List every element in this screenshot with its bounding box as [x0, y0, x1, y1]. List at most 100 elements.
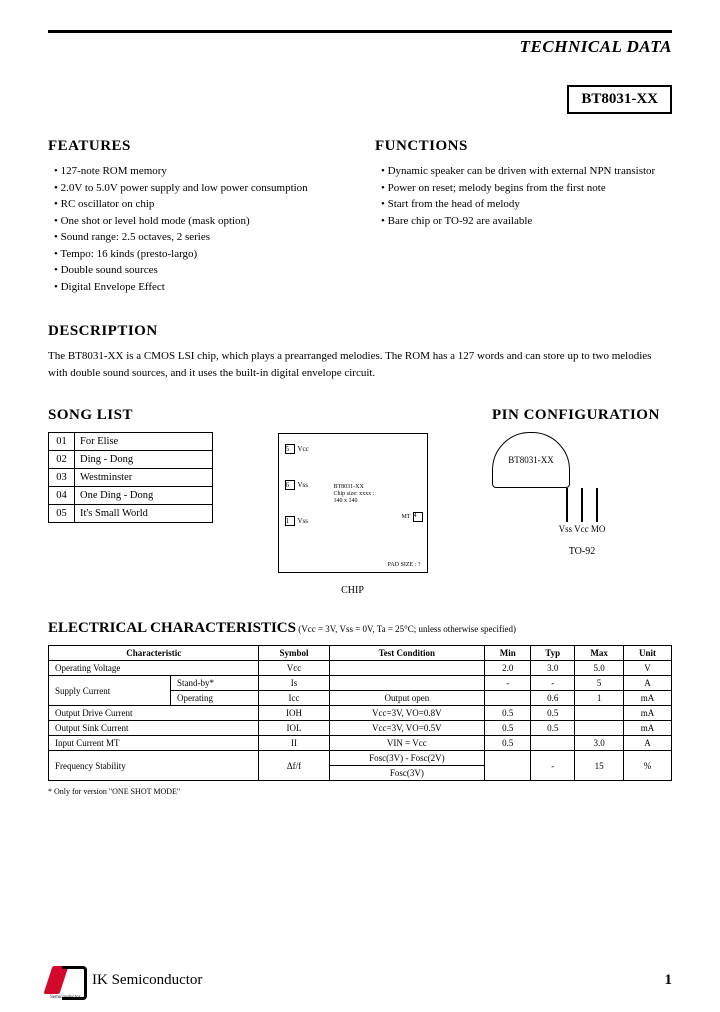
- ec-cell: 0.5: [485, 736, 531, 751]
- chip-diagram-column: 5Vcc 6Vss 1Vss BT8031-XX Chip size: xxxx…: [231, 407, 474, 596]
- table-row: Supply CurrentStand-by*Is--5A: [49, 676, 672, 691]
- description-text: The BT8031-XX is a CMOS LSI chip, which …: [48, 348, 672, 381]
- ec-header: Typ: [531, 646, 575, 661]
- logo-mark-icon: Semiconductor: [48, 966, 86, 994]
- song-num: 03: [49, 469, 75, 487]
- song-name: One Ding - Dong: [75, 487, 213, 505]
- ec-cell: Is: [259, 676, 329, 691]
- ec-title-text: ELECTRICAL CHARACTERISTICS: [48, 620, 296, 636]
- to92-part-label: BT8031-XX: [493, 455, 569, 465]
- feature-item: 2.0V to 5.0V power supply and low power …: [54, 180, 345, 197]
- ec-cell: 0.5: [531, 721, 575, 736]
- ec-cell: Fosc(3V) - Fosc(2V): [329, 751, 485, 766]
- to92-diagram: BT8031-XX Vss Vcc MO: [492, 432, 672, 534]
- chip-size-label: Chip size: xxxx :: [334, 491, 375, 498]
- ec-cell: VIN = Vcc: [329, 736, 485, 751]
- page-number: 1: [665, 972, 673, 989]
- ec-cell: [575, 721, 624, 736]
- chip-pad-icon: 4: [413, 512, 423, 522]
- ec-cell: Stand-by*: [171, 676, 259, 691]
- song-num: 04: [49, 487, 75, 505]
- ec-cell: mA: [623, 691, 671, 706]
- mid-row: SONG LIST 01For Elise 02Ding - Dong 03We…: [48, 407, 672, 596]
- ec-cell: [575, 706, 624, 721]
- table-row: 02Ding - Dong: [49, 451, 213, 469]
- function-item: Power on reset; melody begins from the f…: [381, 180, 672, 197]
- feature-item: Digital Envelope Effect: [54, 279, 345, 296]
- header-rule: [48, 30, 672, 33]
- ec-header: Unit: [623, 646, 671, 661]
- logo-sub: Semiconductor: [50, 995, 80, 1000]
- features-list: 127-note ROM memory 2.0V to 5.0V power s…: [48, 163, 345, 295]
- pin-config-column: PIN CONFIGURATION BT8031-XX Vss Vcc MO T…: [492, 407, 672, 557]
- to92-body: BT8031-XX: [492, 432, 570, 488]
- function-item: Dynamic speaker can be driven with exter…: [381, 163, 672, 180]
- ec-cell: Input Current MT: [49, 736, 259, 751]
- song-name: Westminster: [75, 469, 213, 487]
- ec-cell: 5: [575, 676, 624, 691]
- table-row: 04One Ding - Dong: [49, 487, 213, 505]
- ec-table: Characteristic Symbol Test Condition Min…: [48, 645, 672, 781]
- feature-item: Double sound sources: [54, 262, 345, 279]
- ec-cell: %: [623, 751, 671, 781]
- chip-diagram: 5Vcc 6Vss 1Vss BT8031-XX Chip size: xxxx…: [278, 433, 428, 573]
- to92-pins: [492, 488, 672, 522]
- feature-item: 127-note ROM memory: [54, 163, 345, 180]
- ec-cell: 1: [575, 691, 624, 706]
- function-item: Bare chip or TO-92 are available: [381, 213, 672, 230]
- feature-item: One shot or level hold mode (mask option…: [54, 213, 345, 230]
- ec-cell: Output Sink Current: [49, 721, 259, 736]
- ec-cell: Vcc: [259, 661, 329, 676]
- song-num: 01: [49, 433, 75, 451]
- table-row: Output Sink CurrentIOLVcc=3V, VO=0.5V0.5…: [49, 721, 672, 736]
- ec-cell: II: [259, 736, 329, 751]
- ec-cell: 0.5: [485, 721, 531, 736]
- pin-config-title: PIN CONFIGURATION: [492, 407, 672, 424]
- table-row: 05It's Small World: [49, 505, 213, 523]
- ec-cell: 3.0: [531, 661, 575, 676]
- ec-subtitle: (Vcc = 3V, Vss = 0V, Ta = 25°C; unless o…: [296, 624, 516, 634]
- ec-cell: IOL: [259, 721, 329, 736]
- ec-footnote: * Only for version "ONE SHOT MODE": [48, 787, 672, 796]
- to92-pin-labels: Vss Vcc MO: [492, 524, 672, 534]
- chip-mt-pad: MT4: [402, 512, 423, 522]
- ec-cell: [485, 691, 531, 706]
- song-list-column: SONG LIST 01For Elise 02Ding - Dong 03We…: [48, 407, 213, 523]
- chip-pin-label: Vss: [298, 481, 309, 489]
- description-block: DESCRIPTION The BT8031-XX is a CMOS LSI …: [48, 323, 672, 381]
- ec-header: Characteristic: [49, 646, 259, 661]
- part-number-box: BT8031-XX: [567, 85, 672, 114]
- song-name: Ding - Dong: [75, 451, 213, 469]
- to92-pin-icon: [596, 488, 598, 522]
- function-item: Start from the head of melody: [381, 196, 672, 213]
- feature-item: RC oscillator on chip: [54, 196, 345, 213]
- features-column: FEATURES 127-note ROM memory 2.0V to 5.0…: [48, 138, 345, 295]
- ec-cell: [485, 751, 531, 781]
- ec-cell: Operating Voltage: [49, 661, 259, 676]
- ec-title: ELECTRICAL CHARACTERISTICS (Vcc = 3V, Vs…: [48, 620, 672, 637]
- ec-cell: [531, 736, 575, 751]
- header-title: TECHNICAL DATA: [48, 37, 672, 57]
- ec-cell: [329, 676, 485, 691]
- song-num: 05: [49, 505, 75, 523]
- ec-cell: A: [623, 676, 671, 691]
- ec-cell: Icc: [259, 691, 329, 706]
- ec-cell: Fosc(3V): [329, 766, 485, 781]
- ec-cell: Output open: [329, 691, 485, 706]
- chip-size-value: 140 x 140: [334, 498, 375, 505]
- ec-cell: -: [531, 751, 575, 781]
- chip-pin-label: Vcc: [298, 445, 309, 453]
- ec-cell: 15: [575, 751, 624, 781]
- ec-cell: -: [485, 676, 531, 691]
- table-row: 03Westminster: [49, 469, 213, 487]
- ec-header: Test Condition: [329, 646, 485, 661]
- feature-item: Sound range: 2.5 octaves, 2 series: [54, 229, 345, 246]
- song-list-title: SONG LIST: [48, 407, 213, 424]
- features-functions-row: FEATURES 127-note ROM memory 2.0V to 5.0…: [48, 138, 672, 295]
- ec-header: Max: [575, 646, 624, 661]
- ec-cell: 3.0: [575, 736, 624, 751]
- ec-cell: [329, 661, 485, 676]
- chip-center-text: BT8031-XX Chip size: xxxx : 140 x 140: [334, 484, 375, 506]
- to92-label: TO-92: [492, 546, 672, 557]
- to92-pin-icon: [581, 488, 583, 522]
